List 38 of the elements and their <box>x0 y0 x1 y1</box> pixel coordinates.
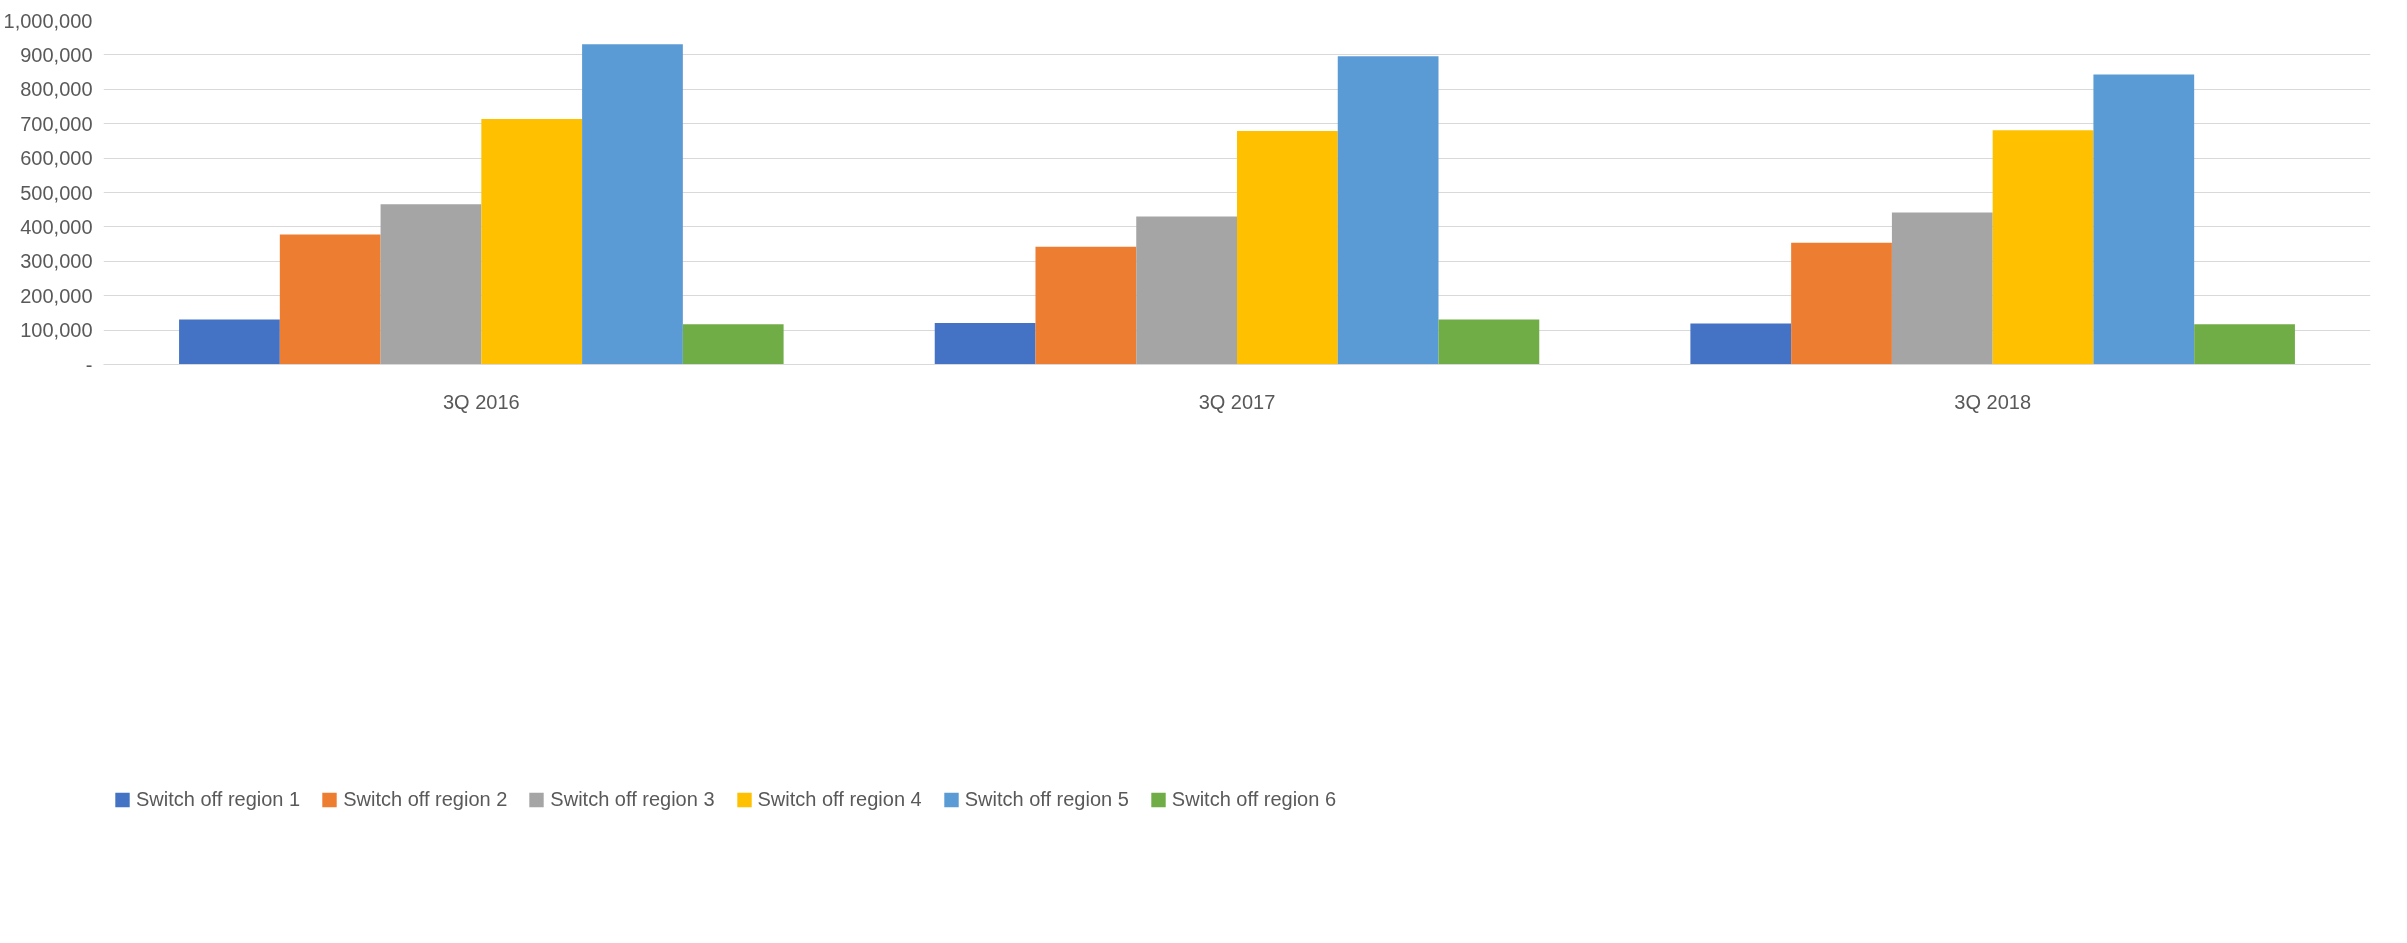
bar <box>380 204 482 365</box>
x-tick-label: 3Q 2018 <box>1954 390 2032 413</box>
y-tick-label: 400,000 <box>20 215 93 238</box>
bar <box>682 324 784 365</box>
legend-label: Switch off region 4 <box>757 787 922 811</box>
bar <box>582 44 683 365</box>
y-tick-label: 900,000 <box>20 43 93 66</box>
bar <box>1438 319 1540 365</box>
bar <box>481 118 583 365</box>
y-tick-label: 700,000 <box>20 112 93 135</box>
y-tick-label: 300,000 <box>20 250 93 273</box>
legend-label: Switch off region 3 <box>550 787 715 811</box>
y-tick-label: 1,000,000 <box>3 9 93 32</box>
y-tick-label: 500,000 <box>20 181 93 204</box>
bar <box>1337 56 1439 365</box>
x-tick-label: 3Q 2017 <box>1198 390 1276 413</box>
bar <box>934 322 1036 365</box>
legend-label: Switch off region 2 <box>343 787 508 811</box>
bar <box>1237 130 1338 365</box>
bar <box>1690 323 1792 365</box>
legend-label: Switch off region 5 <box>964 787 1129 811</box>
bar <box>279 234 381 365</box>
y-tick-label: 600,000 <box>20 147 93 170</box>
legend-label: Switch off region 1 <box>136 787 301 811</box>
y-tick-label: 100,000 <box>20 319 93 342</box>
bar <box>1992 130 2094 365</box>
y-tick-label: - <box>85 353 93 376</box>
bar <box>1136 216 1237 365</box>
bar <box>1891 212 1993 365</box>
bar <box>179 319 280 365</box>
legend-label: Switch off region 6 <box>1171 787 1337 811</box>
bar <box>2194 324 2295 365</box>
y-tick-label: 800,000 <box>20 78 93 101</box>
bar <box>1791 242 1892 365</box>
y-tick-label: 200,000 <box>20 284 93 307</box>
bar <box>1035 246 1137 365</box>
x-tick-label: 3Q 2016 <box>442 390 520 413</box>
bar <box>2093 74 2195 365</box>
